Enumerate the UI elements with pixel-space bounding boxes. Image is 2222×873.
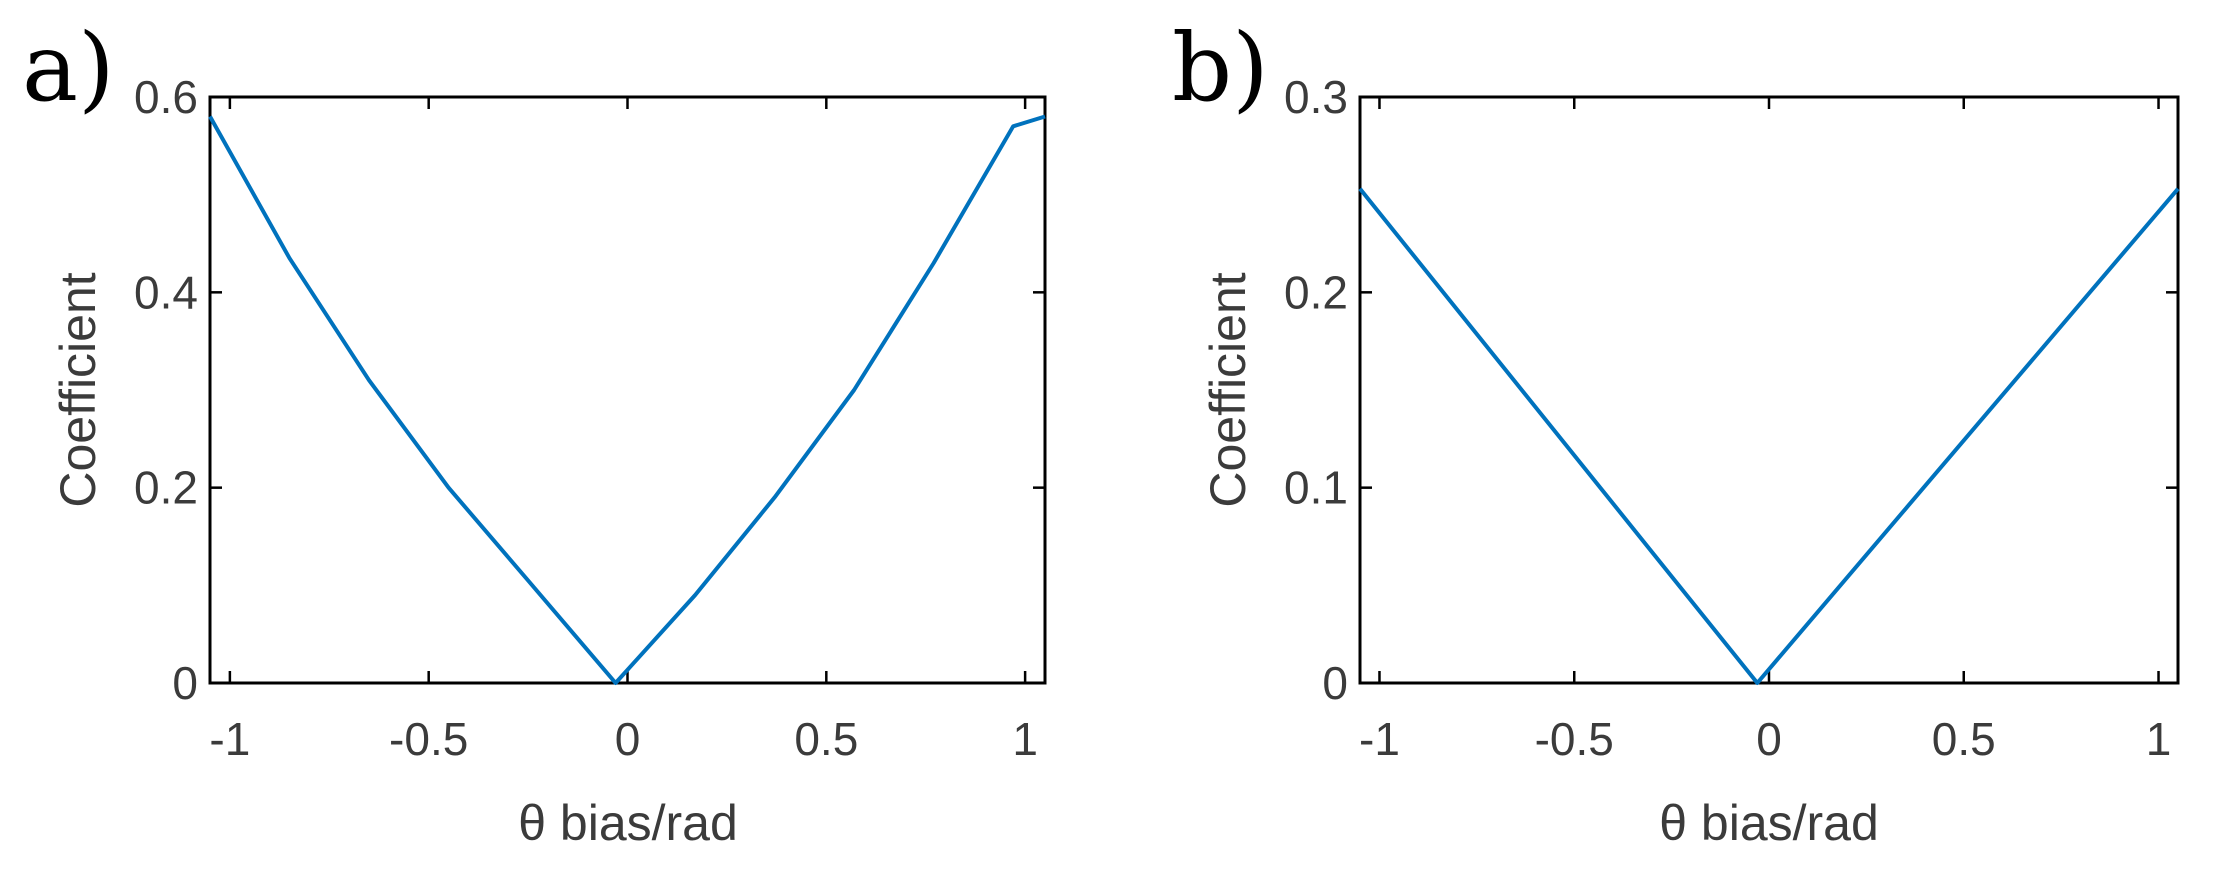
- panel-a-y-tick-label: 0: [172, 657, 198, 709]
- panel-a-x-tick-label: 0.5: [794, 713, 858, 765]
- panel-b-series-line: [1358, 187, 2180, 685]
- panel-a-x-tick-label: -0.5: [389, 713, 468, 765]
- panel-a-y-tick-label: 0.2: [134, 462, 198, 514]
- panel-a-plot-frame: [208, 95, 1047, 685]
- panel-a-series-line: [208, 114, 1046, 685]
- panel-b-y-tick-label: 0.1: [1284, 462, 1348, 514]
- panel-b-y-tick-label: 0.2: [1284, 266, 1348, 318]
- panel-b-y-tick-label: 0.3: [1284, 71, 1348, 123]
- panel-a-x-tick-label: -1: [209, 713, 250, 765]
- panel-a-x-tick-label: 0: [615, 713, 641, 765]
- panel-a-y-tick-label: 0.4: [134, 266, 198, 318]
- panel-b: b) -1 -0.5 0 0.5 1 0 0.1 0.2 0.3 θ bias/rad Coe…: [1172, 14, 2180, 851]
- panel-a-x-axis-label: θ bias/rad: [518, 795, 738, 851]
- panel-b-y-tick-labels: 0 0.1 0.2 0.3: [1284, 71, 1348, 709]
- panel-b-x-tick-label: -1: [1359, 713, 1400, 765]
- panel-a-y-tick-label: 0.6: [134, 71, 198, 123]
- panel-a-y-tick-labels: 0 0.2 0.4 0.6: [134, 71, 198, 709]
- panel-a: a) -1 -0.5 0 0.5 1 0 0.2 0.4 0.6 θ bias/rad Coe…: [22, 14, 1047, 851]
- panel-b-y-axis-label: Coefficient: [1200, 272, 1256, 507]
- panel-b-x-tick-label: 1: [2146, 713, 2172, 765]
- panel-b-x-tick-labels: -1 -0.5 0 0.5 1: [1359, 713, 2171, 765]
- panel-b-x-tick-label: 0.5: [1932, 713, 1996, 765]
- panel-b-label: b): [1172, 14, 1269, 123]
- panel-b-x-tick-label: -0.5: [1535, 713, 1614, 765]
- panel-a-y-axis-label: Coefficient: [50, 272, 106, 507]
- panel-b-x-tick-label: 0: [1756, 713, 1782, 765]
- panel-a-x-tick-labels: -1 -0.5 0 0.5 1: [209, 713, 1037, 765]
- panel-b-y-tick-label: 0: [1322, 657, 1348, 709]
- panel-b-x-axis-label: θ bias/rad: [1659, 795, 1879, 851]
- panel-b-plot-frame: [1358, 95, 2180, 685]
- panel-b-ticks: [1360, 95, 2178, 685]
- panel-a-label: a): [22, 14, 115, 123]
- panel-a-x-tick-label: 1: [1012, 713, 1038, 765]
- panel-a-ticks: [210, 95, 1045, 685]
